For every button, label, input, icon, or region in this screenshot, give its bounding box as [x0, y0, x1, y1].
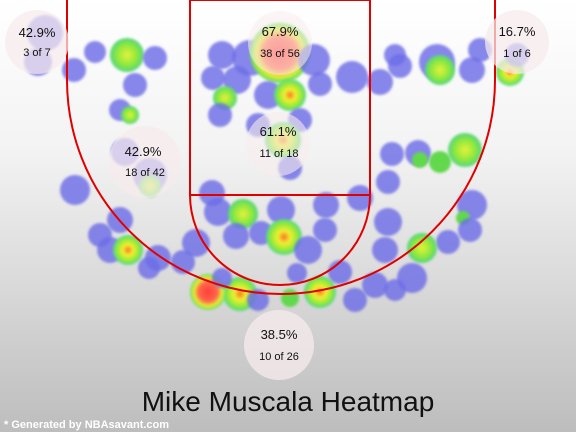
cold-spot [384, 279, 406, 301]
zone-bubble [248, 11, 312, 75]
three-point-line [66, 0, 496, 295]
cold-spot [313, 192, 339, 218]
zone-bubble [109, 126, 181, 198]
cold-spot [123, 73, 147, 97]
cold-spot [138, 257, 160, 279]
cold-spot [328, 260, 352, 284]
warm-spot [228, 199, 258, 229]
cold-spot [459, 57, 485, 83]
warm-spot [407, 233, 437, 263]
chart-title: Mike Muscala Heatmap [142, 386, 435, 417]
cold-spot [201, 66, 225, 90]
zone-left-corner-three: 42.9% 3 of 7 [5, 10, 69, 74]
zone-count: 18 of 42 [125, 167, 165, 179]
cold-spot [347, 185, 373, 211]
zone-pct: 61.1% [260, 124, 297, 139]
warm-spot [425, 55, 455, 85]
cold-spot [143, 46, 167, 70]
zone-top-of-key-three: 38.5% 10 of 26 [244, 310, 314, 380]
cold-spot [212, 268, 232, 288]
cold-spot [208, 103, 232, 127]
zone-count: 38 of 56 [260, 48, 300, 60]
cold-spot [223, 223, 249, 249]
cold-spot [267, 196, 295, 224]
cold-spot [372, 237, 398, 263]
footer-credit: * Generated by NBAsavant.com [4, 419, 169, 431]
cold-spot [208, 41, 236, 69]
warm-spot [274, 79, 306, 111]
cold-spot [376, 170, 400, 194]
zone-left-midrange: 42.9% 18 of 42 [109, 126, 181, 198]
cold-spot [294, 236, 322, 264]
warm-spot [448, 133, 482, 167]
zone-right-corner-three: 16.7% 1 of 6 [485, 10, 549, 74]
warm-spot [110, 38, 144, 72]
cold-spot [308, 72, 332, 96]
cold-spot [362, 272, 388, 298]
warm-spot [121, 106, 139, 124]
cold-spot [336, 61, 368, 93]
cold-spot [367, 69, 393, 95]
cold-spot [182, 229, 210, 257]
cold-spot [204, 198, 232, 226]
zone-count: 10 of 26 [259, 351, 299, 363]
free-throw-circle [189, 194, 371, 286]
warm-spot [266, 219, 302, 255]
warm-spot [281, 289, 299, 307]
zone-pct: 16.7% [499, 24, 536, 39]
cold-spot [380, 142, 404, 166]
zone-pct: 42.9% [125, 144, 162, 159]
paint-lane [189, 0, 371, 196]
zone-bubble [485, 10, 549, 74]
warm-spot [304, 276, 336, 308]
cold-spot [254, 81, 282, 109]
cold-spot [287, 263, 307, 283]
zone-bubble [246, 112, 310, 176]
warm-spot [412, 152, 428, 168]
zone-pct: 42.9% [19, 25, 56, 40]
zone-count: 11 of 18 [260, 148, 299, 160]
zone-pct: 67.9% [262, 24, 299, 39]
zone-restricted-area: 67.9% 38 of 56 [248, 11, 312, 75]
zone-labels: 42.9% 3 of 7 67.9% 38 of 56 16.7% 1 of 6… [5, 10, 549, 380]
cold-spot [343, 288, 367, 312]
cold-spot [374, 208, 402, 236]
cold-spot [84, 41, 106, 63]
zone-count: 1 of 6 [503, 48, 531, 60]
cold-spot [458, 218, 482, 242]
cold-spot [60, 175, 90, 205]
zone-pct: 38.5% [261, 327, 298, 342]
court-lines [66, 0, 496, 295]
zone-bubble [244, 310, 314, 380]
zone-count: 3 of 7 [23, 47, 51, 59]
zone-paint: 61.1% 11 of 18 [246, 112, 310, 176]
cold-spot [62, 58, 86, 82]
cold-spot [436, 230, 460, 254]
zone-bubble [5, 10, 69, 74]
warm-spot [113, 235, 143, 265]
warm-spot [429, 151, 451, 173]
cold-spot [247, 289, 269, 311]
cold-spot [313, 218, 337, 242]
cold-spot [384, 44, 406, 66]
